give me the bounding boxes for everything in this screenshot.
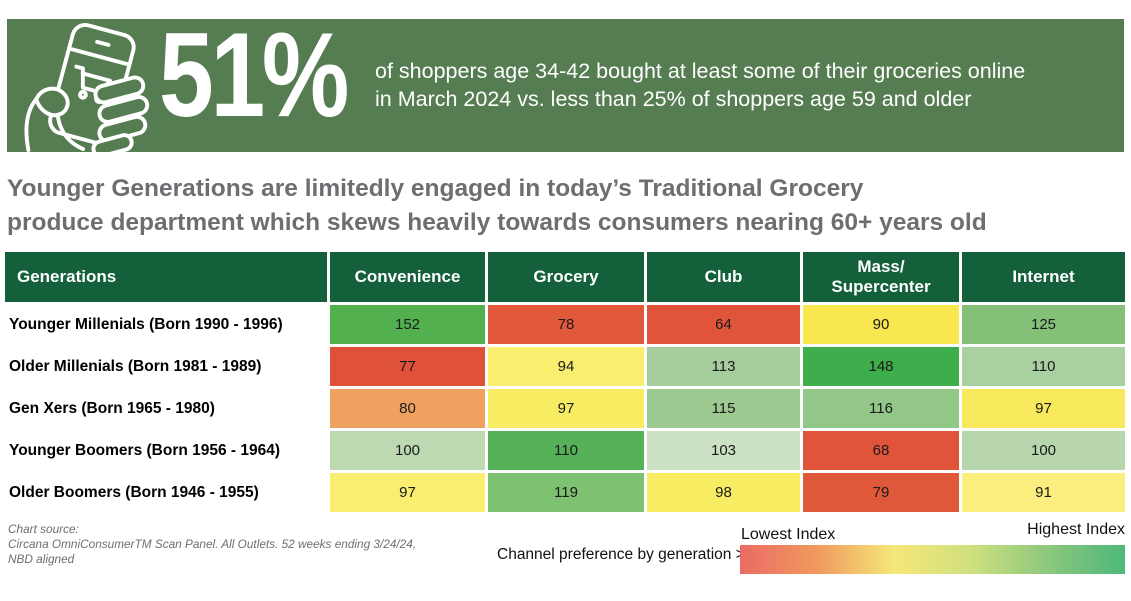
column-header-convenience: Convenience (330, 252, 485, 302)
row-label-older-boomers: Older Boomers (Born 1946 - 1955) (5, 473, 327, 512)
stat-description-line2: in March 2024 vs. less than 25% of shopp… (375, 87, 972, 111)
heatmap-cell: 119 (488, 473, 644, 512)
heatmap-cell: 100 (962, 431, 1125, 470)
chart-source-line2: Circana OmniConsumerTM Scan Panel. All O… (8, 537, 417, 551)
heatmap-cell: 79 (803, 473, 959, 512)
heatmap-cell: 97 (962, 389, 1125, 428)
legend-highest-label: Highest Index (1027, 521, 1125, 538)
row-label-gen-xers: Gen Xers (Born 1965 - 1980) (5, 389, 327, 428)
legend-gradient-bar (740, 545, 1125, 574)
heatmap-cell: 110 (488, 431, 644, 470)
hand-icon (24, 75, 150, 152)
row-label-older-millenials: Older Millenials (Born 1981 - 1989) (5, 347, 327, 386)
heatmap-cell: 77 (330, 347, 485, 386)
column-header-generations: Generations (5, 252, 327, 302)
heatmap-cell: 115 (647, 389, 800, 428)
heatmap-cell: 64 (647, 305, 800, 344)
heatmap-cell: 97 (488, 389, 644, 428)
heatmap-cell: 90 (803, 305, 959, 344)
heatmap-cell: 94 (488, 347, 644, 386)
chart-source-note: Chart source: Circana OmniConsumerTM Sca… (8, 522, 416, 567)
heatmap-cell: 125 (962, 305, 1125, 344)
row-label-younger-boomers: Younger Boomers (Born 1956 - 1964) (5, 431, 327, 470)
page-title-line1: Younger Generations are limitedly engage… (7, 175, 864, 202)
heatmap-cell: 113 (647, 347, 800, 386)
heatmap-cell: 68 (803, 431, 959, 470)
stat-value: 51% (159, 8, 349, 142)
column-header-mass-supercenter: Mass/ Supercenter (803, 252, 959, 302)
heatmap-cell: 80 (330, 389, 485, 428)
heatmap-cell: 97 (330, 473, 485, 512)
column-header-grocery: Grocery (488, 252, 644, 302)
page-title: Younger Generations are limitedly engage… (7, 172, 987, 240)
column-header-internet: Internet (962, 252, 1125, 302)
column-header-club: Club (647, 252, 800, 302)
legend-caption: Channel preference by generation > (497, 546, 745, 563)
heatmap-cell: 148 (803, 347, 959, 386)
page-title-line2: produce department which skews heavily t… (7, 209, 987, 236)
heatmap-table: Generations Convenience Grocery Club Mas… (5, 252, 1125, 512)
row-label-younger-millenials: Younger Millenials (Born 1990 - 1996) (5, 305, 327, 344)
heatmap-cell: 91 (962, 473, 1125, 512)
chart-source-line3: NBD aligned (8, 552, 75, 566)
heatmap-cell: 98 (647, 473, 800, 512)
chart-source-line1: Chart source: (8, 522, 79, 536)
stat-description: of shoppers age 34-42 bought at least so… (375, 57, 1025, 113)
hand-holding-phone-cart-icon (24, 22, 150, 152)
heatmap-cell: 152 (330, 305, 485, 344)
heatmap-cell: 110 (962, 347, 1125, 386)
legend-lowest-label: Lowest Index (741, 526, 836, 543)
heatmap-cell: 78 (488, 305, 644, 344)
heatmap-cell: 100 (330, 431, 485, 470)
stat-description-line1: of shoppers age 34-42 bought at least so… (375, 59, 1026, 83)
heatmap-cell: 116 (803, 389, 959, 428)
heatmap-cell: 103 (647, 431, 800, 470)
stat-banner: 51% of shoppers age 34-42 bought at leas… (7, 9, 1124, 152)
